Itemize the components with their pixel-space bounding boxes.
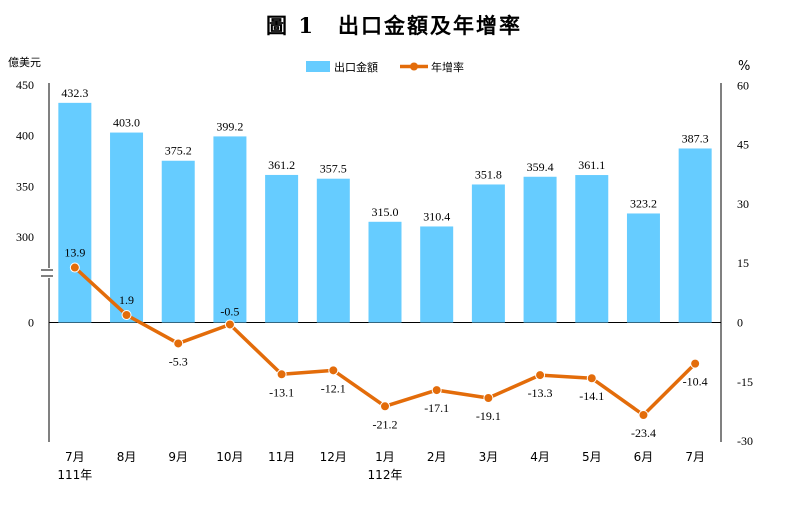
bar-value-label: 403.0 — [113, 116, 140, 130]
line-point — [276, 369, 287, 380]
line-point — [69, 262, 80, 273]
line-value-label: -19.1 — [476, 409, 501, 423]
bar — [316, 178, 350, 323]
category-label: 3月 — [479, 450, 499, 464]
line-point — [173, 338, 184, 349]
category-label: 1月 — [375, 450, 395, 464]
left-tick-label: 450 — [16, 78, 34, 92]
bar-value-label: 361.2 — [268, 158, 295, 172]
bar — [523, 176, 557, 323]
bar-value-label: 310.4 — [423, 209, 450, 223]
bar — [678, 148, 712, 323]
category-label: 5月 — [582, 450, 602, 464]
bar — [626, 213, 660, 323]
left-axis-unit: 億美元 — [8, 56, 41, 69]
bar-value-label: 375.2 — [165, 144, 192, 158]
right-tick-label: 15 — [737, 256, 749, 270]
year-label: 111年 — [57, 468, 92, 482]
line-value-label: -0.5 — [220, 304, 239, 318]
bar — [265, 174, 299, 323]
line-value-label: -13.3 — [528, 386, 553, 400]
bar-value-label: 387.3 — [682, 131, 709, 145]
category-label: 2月 — [427, 450, 447, 464]
bar-value-label: 432.3 — [61, 86, 88, 100]
right-tick-label: 45 — [737, 138, 749, 152]
legend: 出口金額 年增率 — [306, 60, 464, 74]
left-tick-label: 350 — [16, 179, 34, 193]
category-label: 6月 — [634, 450, 654, 464]
legend-line-label: 年增率 — [431, 60, 464, 74]
right-tick-label: -30 — [737, 434, 753, 448]
bar-value-label: 399.2 — [216, 119, 243, 133]
line-point — [328, 365, 339, 376]
line-value-label: 13.9 — [64, 246, 85, 260]
line-point — [224, 319, 235, 330]
right-tick-label: 60 — [737, 78, 749, 92]
bar — [575, 175, 609, 323]
line-point — [535, 370, 546, 381]
line-value-label: -12.1 — [321, 381, 346, 395]
bar — [368, 221, 402, 323]
line-layer — [69, 262, 701, 421]
line-value-label: 1.9 — [119, 293, 134, 307]
axis-break — [43, 268, 55, 278]
line-value-label: -13.1 — [269, 385, 294, 399]
line-point — [690, 358, 701, 369]
bar — [213, 136, 247, 323]
chart-title: 圖 1 出口金額及年增率 — [266, 13, 522, 38]
left-tick-label: 300 — [16, 230, 34, 244]
line-value-label: -23.4 — [631, 426, 656, 440]
right-tick-label: 30 — [737, 197, 749, 211]
category-label: 8月 — [117, 450, 137, 464]
bar-value-label: 359.4 — [527, 160, 554, 174]
bar-value-label: 315.0 — [372, 205, 399, 219]
category-label: 9月 — [168, 450, 188, 464]
category-label: 7月 — [685, 450, 705, 464]
year-label: 112年 — [368, 468, 403, 482]
line-value-label: -10.4 — [683, 375, 708, 389]
line-point — [431, 385, 442, 396]
category-label: 7月 — [65, 450, 85, 464]
line-point — [638, 410, 649, 421]
line-value-label: -5.3 — [169, 354, 188, 368]
legend-bar-swatch — [306, 61, 330, 72]
line-value-label: -21.2 — [373, 417, 398, 431]
line-point — [121, 309, 132, 320]
line-value-label: -14.1 — [579, 389, 604, 403]
left-tick-label: 0 — [28, 316, 34, 330]
bar-value-label: 361.1 — [578, 158, 605, 172]
line-value-label: -17.1 — [424, 401, 449, 415]
bar — [471, 184, 505, 323]
line-point — [586, 373, 597, 384]
bar-value-label: 323.2 — [630, 196, 657, 210]
line-point — [380, 401, 390, 412]
bar — [58, 102, 92, 323]
labels-layer: 450 400 350 300 0 億美元 60 45 30 15 0 -15 -30% 432.3 403… — [8, 56, 753, 482]
category-label: 12月 — [320, 450, 347, 464]
bars-layer — [58, 102, 712, 323]
bar — [161, 160, 195, 323]
bar — [420, 226, 454, 323]
line-point — [483, 393, 494, 404]
category-label: 11月 — [268, 450, 295, 464]
category-label: 10月 — [216, 450, 243, 464]
right-axis-unit: % — [738, 59, 750, 74]
bar — [110, 132, 144, 323]
bar-value-label: 351.8 — [475, 167, 502, 181]
legend-line-marker — [410, 62, 418, 71]
legend-bar-label: 出口金額 — [334, 60, 378, 74]
category-label: 4月 — [530, 450, 550, 464]
right-tick-label: 0 — [737, 316, 743, 330]
left-tick-label: 400 — [16, 129, 34, 143]
right-tick-label: -15 — [737, 375, 753, 389]
bar-value-label: 357.5 — [320, 162, 347, 176]
